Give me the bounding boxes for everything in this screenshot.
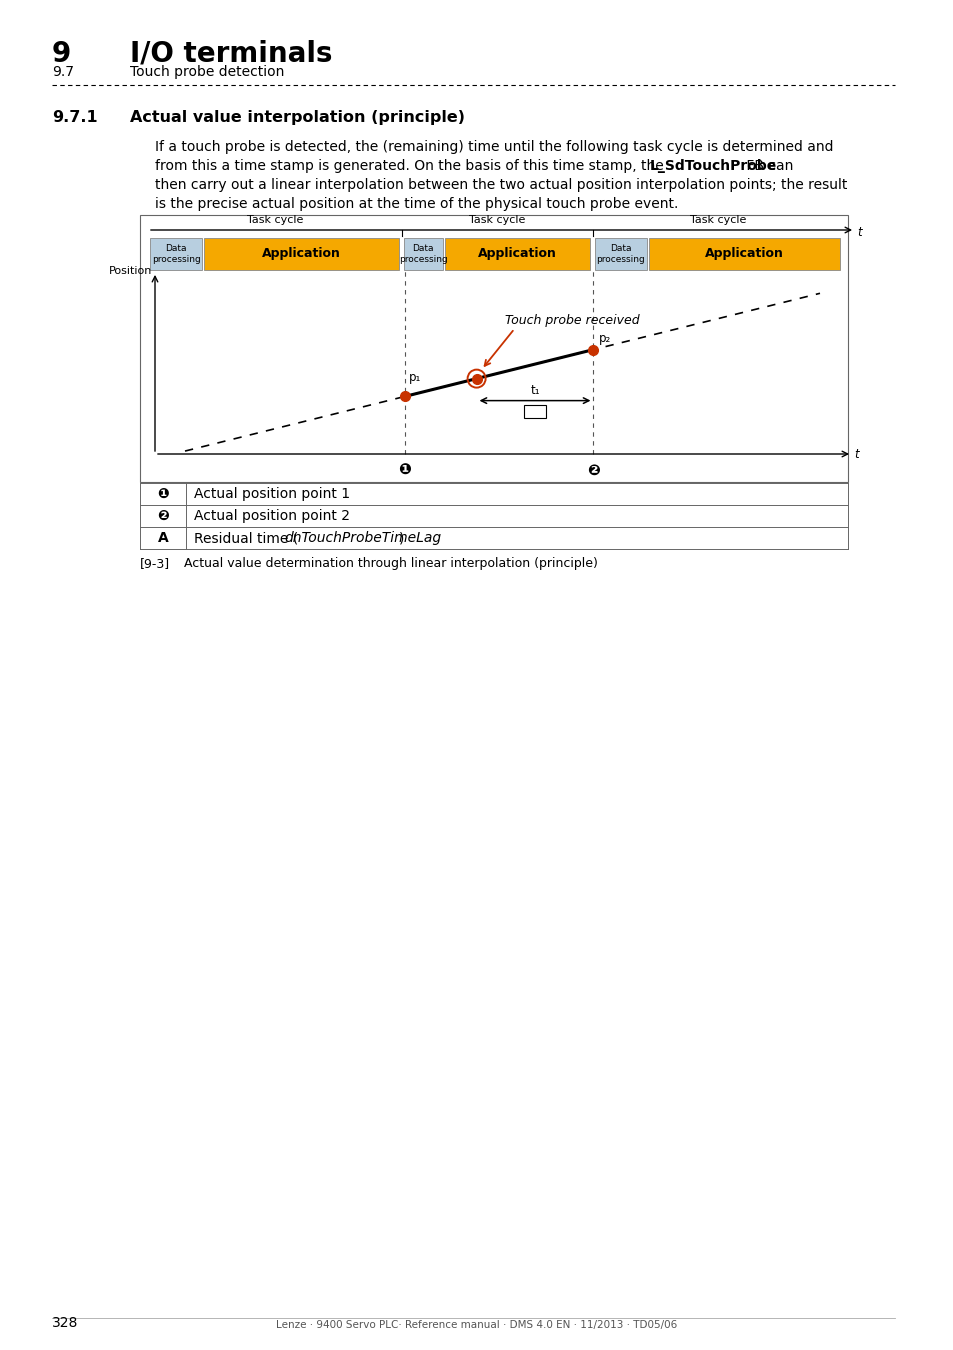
Text: 328: 328 <box>52 1316 78 1330</box>
Text: 9: 9 <box>52 40 71 68</box>
Text: If a touch probe is detected, the (remaining) time until the following task cycl: If a touch probe is detected, the (remai… <box>154 140 833 154</box>
Text: Data
processing: Data processing <box>596 244 644 263</box>
Text: L_SdTouchProbe: L_SdTouchProbe <box>649 159 777 173</box>
Text: Application: Application <box>704 247 782 261</box>
Text: Lenze · 9400 Servo PLC· Reference manual · DMS 4.0 EN · 11/2013 · TD05/06: Lenze · 9400 Servo PLC· Reference manual… <box>276 1320 677 1330</box>
Text: Actual position point 2: Actual position point 2 <box>193 509 350 522</box>
Text: FB can: FB can <box>741 159 793 173</box>
Text: t₁: t₁ <box>530 383 539 397</box>
Text: then carry out a linear interpolation between the two actual position interpolat: then carry out a linear interpolation be… <box>154 178 846 192</box>
Text: ❶: ❶ <box>157 487 169 501</box>
Text: A: A <box>530 405 539 417</box>
Text: ❷: ❷ <box>586 463 599 478</box>
Text: from this a time stamp is generated. On the basis of this time stamp, the: from this a time stamp is generated. On … <box>154 159 667 173</box>
Text: Data
processing: Data processing <box>398 244 447 263</box>
Text: Task cycle: Task cycle <box>247 215 303 225</box>
Text: p₁: p₁ <box>409 371 421 385</box>
Text: is the precise actual position at the time of the physical touch probe event.: is the precise actual position at the ti… <box>154 197 678 211</box>
Text: ❶: ❶ <box>398 463 411 478</box>
Bar <box>204 238 398 270</box>
Text: t: t <box>853 447 858 460</box>
Text: Task cycle: Task cycle <box>689 215 745 225</box>
Text: dnTouchProbeTimeLag: dnTouchProbeTimeLag <box>284 531 440 545</box>
Text: Actual value interpolation (principle): Actual value interpolation (principle) <box>130 109 464 126</box>
Bar <box>140 215 847 482</box>
Text: 9.7.1: 9.7.1 <box>52 109 97 126</box>
Bar <box>594 238 646 270</box>
Text: I/O terminals: I/O terminals <box>130 40 333 68</box>
Text: 9.7: 9.7 <box>52 65 74 80</box>
Text: Application: Application <box>477 247 557 261</box>
Bar <box>403 238 442 270</box>
Text: [9-3]: [9-3] <box>140 558 170 570</box>
Text: Touch probe detection: Touch probe detection <box>130 65 284 80</box>
Text: t: t <box>856 227 861 239</box>
Bar <box>444 238 589 270</box>
Text: Application: Application <box>262 247 340 261</box>
Text: Data
processing: Data processing <box>152 244 200 263</box>
Text: p₂: p₂ <box>598 332 610 344</box>
Text: Task cycle: Task cycle <box>469 215 525 225</box>
Text: Actual position point 1: Actual position point 1 <box>193 487 350 501</box>
Text: Actual value determination through linear interpolation (principle): Actual value determination through linea… <box>184 558 598 570</box>
Text: Position: Position <box>109 266 152 275</box>
Bar <box>648 238 840 270</box>
Text: Touch probe received: Touch probe received <box>504 313 639 327</box>
Text: ): ) <box>398 531 404 545</box>
Bar <box>150 238 202 270</box>
Bar <box>523 405 545 417</box>
Text: Residual time (: Residual time ( <box>193 531 298 545</box>
Text: ❷: ❷ <box>157 509 169 522</box>
Text: A: A <box>157 531 168 545</box>
